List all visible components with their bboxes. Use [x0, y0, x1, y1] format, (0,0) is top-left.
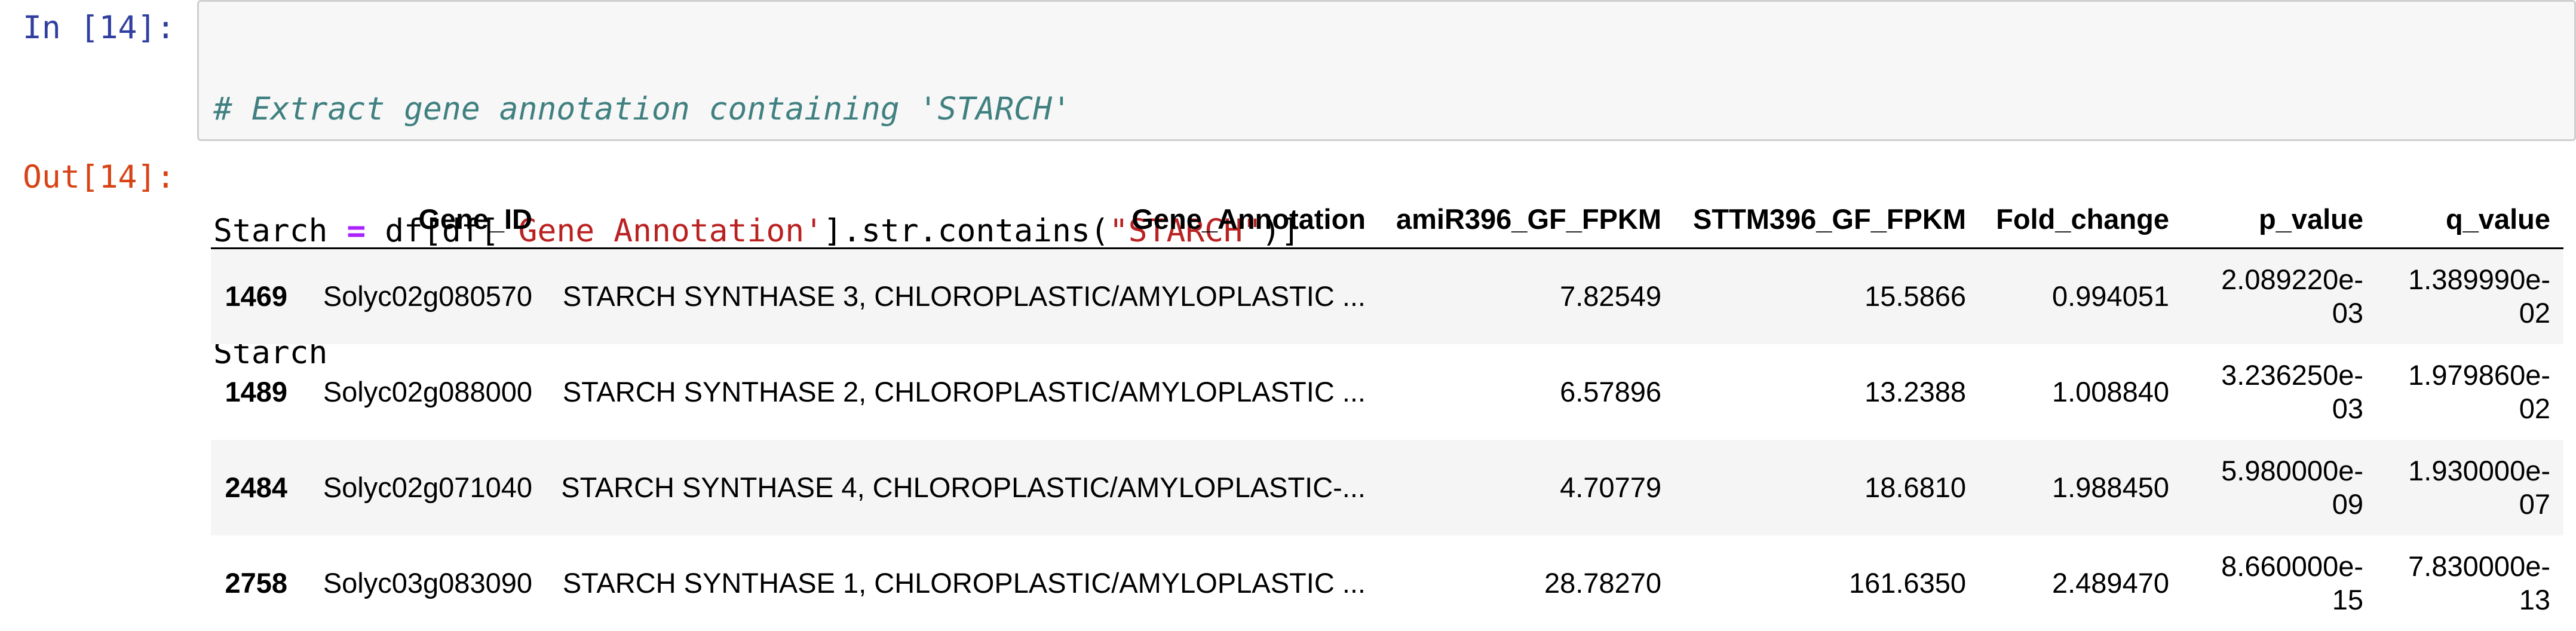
table-cell: 6.57896: [1560, 375, 1661, 408]
table-cell: STARCH SYNTHASE 1, CHLOROPLASTIC/AMYLOPL…: [562, 566, 1366, 599]
table-cell: 28.78270: [1544, 566, 1661, 599]
table-row: 1469 Solyc02g080570 STARCH SYNTHASE 3, C…: [211, 248, 2563, 344]
code-input-area[interactable]: # Extract gene annotation containing 'ST…: [197, 0, 2576, 371]
table-cell: 15.5866: [1864, 280, 1966, 313]
table-cell: 18.6810: [1864, 471, 1966, 503]
table-cell: Solyc02g071040: [323, 471, 532, 503]
column-header: Gene_Annotation: [545, 190, 1379, 249]
table-cell: 4.70779: [1560, 471, 1661, 503]
table-cell: 3.236250e-03: [2221, 359, 2363, 424]
table-cell: 5.980000e-09: [2221, 454, 2363, 520]
code-line-output-var: Starch: [213, 335, 328, 371]
row-index: 2758: [225, 566, 287, 599]
table-row: 2758 Solyc03g083090 STARCH SYNTHASE 1, C…: [211, 535, 2563, 631]
table-cell: 1.389990e-02: [2408, 264, 2550, 329]
table-cell: 7.830000e-13: [2408, 550, 2550, 615]
table-header-row: Gene_ID Gene_Annotation amiR396_GF_FPKM …: [211, 190, 2563, 249]
column-header: amiR396_GF_FPKM: [1379, 190, 1675, 249]
table-cell: Solyc03g083090: [323, 566, 532, 599]
table-cell: 1.008840: [2051, 375, 2169, 408]
row-index: 2484: [225, 471, 287, 503]
table-cell: 1.988450: [2051, 471, 2169, 503]
table-cell: 13.2388: [1864, 375, 1966, 408]
index-header: [211, 190, 300, 249]
column-header: p_value: [2182, 190, 2376, 249]
output-prompt: Out[14]:: [23, 159, 176, 195]
table-cell: 0.994051: [2051, 280, 2169, 313]
table-cell: 8.660000e-15: [2221, 550, 2363, 615]
table-cell: 1.979860e-02: [2408, 359, 2550, 424]
table-cell: 2.089220e-03: [2221, 264, 2363, 329]
table-cell: STARCH SYNTHASE 4, CHLOROPLASTIC/AMYLOPL…: [561, 471, 1366, 503]
column-header: q_value: [2376, 190, 2563, 249]
table-row: 1489 Solyc02g088000 STARCH SYNTHASE 2, C…: [211, 344, 2563, 440]
table-cell: STARCH SYNTHASE 3, CHLOROPLASTIC/AMYLOPL…: [562, 280, 1366, 313]
table-cell: 2.489470: [2051, 566, 2169, 599]
input-prompt: In [14]:: [23, 10, 176, 46]
table-cell: 161.6350: [1848, 566, 1966, 599]
column-header: STTM396_GF_FPKM: [1675, 190, 1979, 249]
column-header: Fold_change: [1979, 190, 2182, 249]
row-index: 1489: [225, 375, 287, 408]
table-cell: STARCH SYNTHASE 2, CHLOROPLASTIC/AMYLOPL…: [562, 375, 1366, 408]
row-index: 1469: [225, 280, 287, 313]
table-cell: 1.930000e-07: [2408, 454, 2550, 520]
table-cell: Solyc02g080570: [323, 280, 532, 313]
table-cell: Solyc02g088000: [323, 375, 532, 408]
code-comment: # Extract gene annotation containing 'ST…: [213, 91, 1071, 127]
column-header: Gene_ID: [300, 190, 545, 249]
table-cell: 7.82549: [1560, 280, 1661, 313]
dataframe-table: Gene_ID Gene_Annotation amiR396_GF_FPKM …: [211, 190, 2563, 631]
table-row: 2484 Solyc02g071040 STARCH SYNTHASE 4, C…: [211, 439, 2563, 535]
